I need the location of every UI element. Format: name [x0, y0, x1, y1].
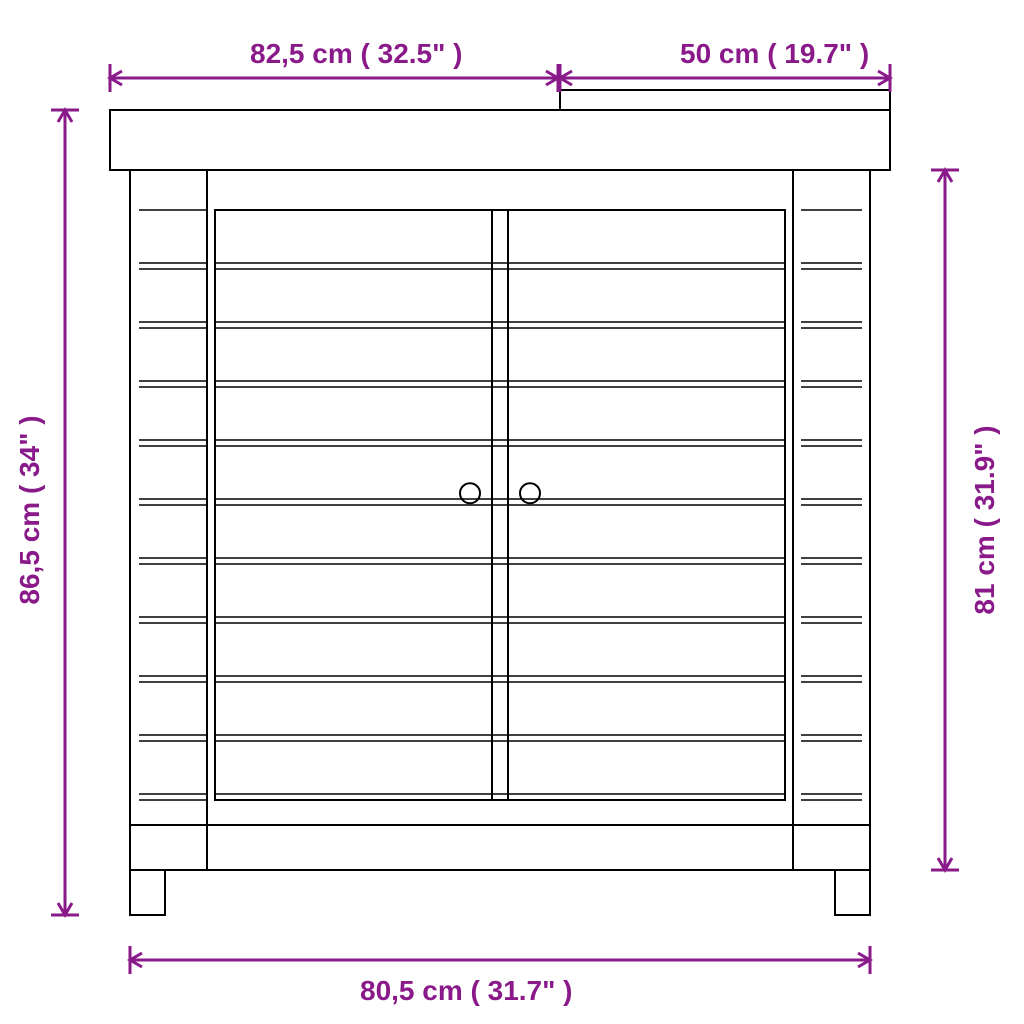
dim-left-height: 86,5 cm ( 34" )	[14, 415, 46, 604]
dim-bottom-width: 80,5 cm ( 31.7" )	[360, 975, 573, 1007]
dim-value-in: ( 31.9" )	[969, 425, 1000, 527]
dimension-line	[51, 110, 79, 915]
dim-value-cm: 80,5 cm	[360, 975, 463, 1006]
top-tray	[110, 110, 890, 170]
cabinet-body	[130, 170, 870, 870]
dim-value-in: ( 19.7" )	[767, 38, 869, 69]
dim-right-height: 81 cm ( 31.9" )	[969, 425, 1001, 614]
dim-value-cm: 86,5 cm	[14, 502, 45, 605]
dim-value-in: ( 32.5" )	[361, 38, 463, 69]
dim-value-in: ( 34" )	[14, 415, 45, 494]
dim-value-in: ( 31.7" )	[471, 975, 573, 1006]
dim-top-width: 82,5 cm ( 32.5" )	[250, 38, 463, 70]
dimension-line	[931, 170, 959, 870]
dimension-line	[130, 946, 870, 974]
dim-top-depth: 50 cm ( 19.7" )	[680, 38, 869, 70]
top-back-lip	[560, 90, 890, 110]
dim-value-cm: 50 cm	[680, 38, 759, 69]
dim-value-cm: 81 cm	[969, 535, 1000, 614]
dim-value-cm: 82,5 cm	[250, 38, 353, 69]
